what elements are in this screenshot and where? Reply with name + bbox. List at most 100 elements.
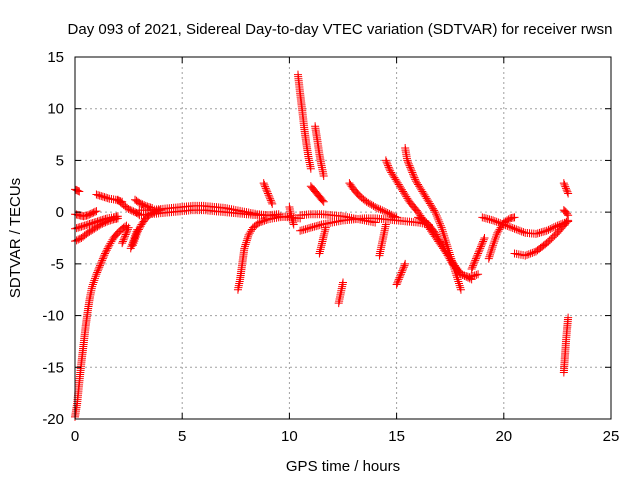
- data-point: [74, 223, 83, 232]
- data-points: [71, 70, 573, 421]
- data-point: [241, 240, 250, 249]
- data-point: [380, 207, 389, 216]
- series-track-28: [392, 259, 410, 289]
- data-point: [393, 178, 402, 187]
- data-point: [364, 198, 373, 207]
- data-point: [422, 194, 431, 203]
- y-tick-label: -10: [42, 308, 64, 325]
- data-point: [508, 224, 517, 233]
- data-point: [124, 223, 133, 232]
- data-point: [535, 228, 544, 237]
- data-point: [512, 225, 521, 234]
- data-point: [339, 278, 347, 287]
- data-point: [546, 225, 555, 234]
- data-point: [390, 212, 399, 221]
- data-point: [440, 246, 449, 255]
- axis-ticks: 0 5 10 15 20 25 -20 -15 -10 -5 0 5 10 15: [42, 49, 619, 445]
- data-point: [410, 173, 419, 182]
- data-point: [119, 235, 128, 244]
- data-point: [472, 252, 481, 261]
- data-point: [404, 158, 413, 167]
- data-point: [107, 237, 116, 246]
- data-point: [487, 215, 496, 224]
- data-point: [426, 201, 435, 210]
- data-point: [460, 271, 469, 280]
- data-point: [374, 204, 383, 213]
- data-point: [85, 220, 94, 229]
- data-point: [490, 217, 499, 226]
- data-point: [303, 224, 312, 233]
- data-point: [399, 187, 408, 196]
- data-point: [127, 206, 136, 215]
- data-point: [240, 242, 249, 251]
- series-track-23: [296, 210, 380, 227]
- data-point: [519, 228, 528, 237]
- data-point: [454, 279, 463, 288]
- data-point: [474, 249, 483, 258]
- data-point: [91, 274, 100, 283]
- data-point: [265, 192, 274, 201]
- data-point: [560, 180, 569, 189]
- data-point: [244, 230, 253, 239]
- data-point: [540, 227, 549, 236]
- data-point: [438, 225, 447, 234]
- data-point: [130, 237, 139, 246]
- data-point: [89, 278, 98, 287]
- data-point: [436, 219, 445, 228]
- series-track-30: [467, 234, 489, 274]
- data-point: [471, 256, 480, 265]
- data-point: [92, 270, 101, 279]
- data-point: [371, 218, 380, 227]
- data-point: [496, 219, 505, 228]
- data-point: [85, 227, 94, 236]
- series-track-13: [131, 195, 157, 213]
- data-point: [439, 244, 448, 253]
- data-point: [445, 254, 454, 263]
- series-track-29: [414, 213, 483, 282]
- data-point: [498, 219, 507, 228]
- data-point: [83, 228, 92, 237]
- data-point: [244, 232, 253, 241]
- data-point: [262, 216, 271, 225]
- y-tick-label: -5: [51, 256, 64, 273]
- chart-title: Day 093 of 2021, Sidereal Day-to-day VTE…: [68, 21, 613, 38]
- data-point: [486, 248, 495, 257]
- data-point: [387, 210, 396, 219]
- data-point: [458, 270, 467, 279]
- data-point: [148, 204, 157, 213]
- data-point: [287, 213, 296, 222]
- data-point: [559, 206, 568, 215]
- data-point: [542, 226, 551, 235]
- data-point: [131, 232, 140, 241]
- data-point: [479, 235, 488, 244]
- data-point: [319, 171, 328, 180]
- series-track-24: [345, 179, 401, 222]
- data-point: [468, 272, 477, 281]
- data-point: [100, 193, 109, 202]
- data-point: [537, 228, 546, 237]
- data-point: [398, 266, 407, 275]
- data-point: [397, 185, 406, 194]
- data-point: [74, 235, 83, 244]
- data-point: [123, 227, 132, 236]
- data-point: [133, 209, 142, 218]
- data-point: [132, 230, 141, 239]
- data-point: [544, 225, 553, 234]
- data-point: [564, 313, 573, 322]
- data-point: [93, 217, 102, 226]
- data-point: [517, 227, 526, 236]
- grid-lines: [75, 57, 611, 419]
- data-point: [97, 258, 106, 267]
- data-point: [423, 196, 432, 205]
- data-point: [548, 224, 557, 233]
- data-point: [564, 189, 573, 198]
- data-point: [134, 227, 143, 236]
- data-point: [96, 261, 105, 270]
- data-point: [434, 234, 443, 242]
- data-point: [135, 223, 144, 232]
- data-point: [83, 220, 92, 229]
- data-point: [483, 214, 492, 223]
- data-point: [392, 280, 401, 289]
- data-point: [72, 236, 81, 245]
- data-point: [433, 232, 442, 241]
